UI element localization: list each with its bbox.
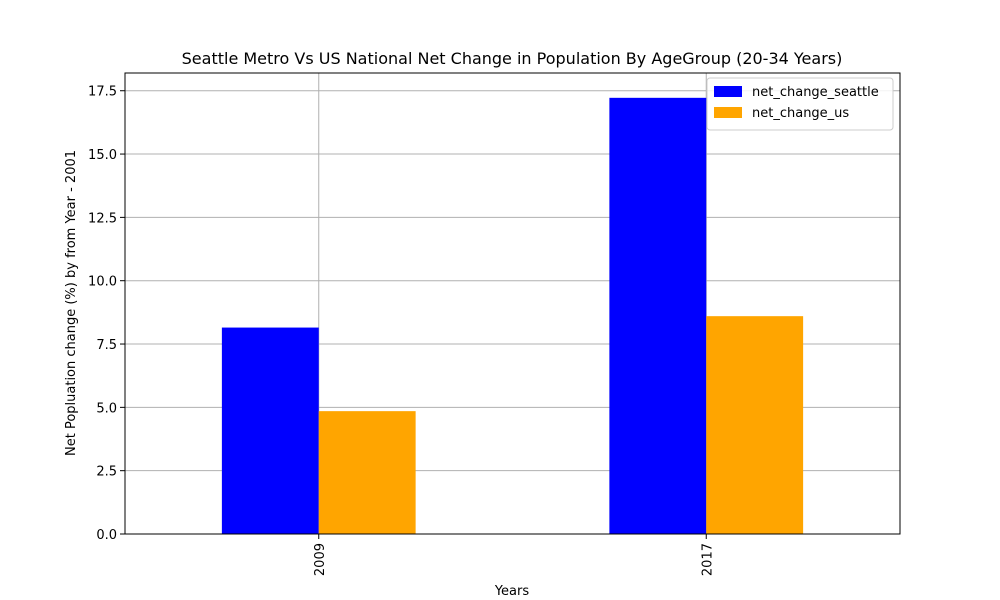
y-axis-label: Net Popluation change (%) by from Year -… <box>64 150 79 456</box>
chart-title: Seattle Metro Vs US National Net Change … <box>182 49 843 68</box>
bar-net_change_seattle-2009 <box>221 327 319 534</box>
x-tick-label: 2009 <box>313 543 328 576</box>
bars <box>221 97 804 535</box>
plot-frame <box>124 72 901 535</box>
bar-net_change_us-2009 <box>318 411 416 534</box>
y-tick-label: 0.0 <box>96 528 117 543</box>
y-tick-label: 5.0 <box>96 401 117 416</box>
y-tick-label: 17.5 <box>88 85 117 100</box>
legend-label: net_change_us <box>752 106 849 121</box>
legend-swatch <box>714 86 742 97</box>
legend-box <box>706 77 894 131</box>
bar-net_change_seattle-2017 <box>609 97 707 535</box>
bar-net_change_us-2017 <box>706 316 804 534</box>
y-tick-label: 12.5 <box>88 211 117 226</box>
y-tick-label: 15.0 <box>88 148 117 163</box>
y-tick-label: 7.5 <box>96 338 117 353</box>
y-tick-label: 2.5 <box>96 465 117 480</box>
legend: net_change_seattle net_change_us <box>706 77 894 131</box>
legend-label: net_change_seattle <box>752 85 879 100</box>
legend-swatch <box>714 107 742 118</box>
y-tick-label: 10.0 <box>88 275 117 290</box>
ticks: 0.0 2.5 5.0 7.5 10.0 12.5 15.0 17.5 2009 2017 <box>88 85 715 576</box>
x-axis-label: Years <box>494 584 530 599</box>
x-tick-label: 2017 <box>700 543 715 576</box>
